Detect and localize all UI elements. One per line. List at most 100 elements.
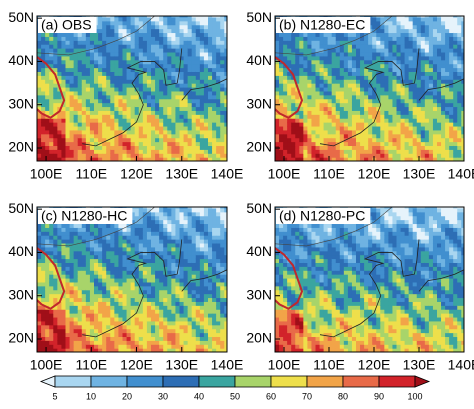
field-cell — [155, 95, 160, 99]
field-cell — [143, 40, 148, 44]
field-cell — [283, 145, 288, 149]
field-cell — [167, 21, 172, 25]
field-cell — [413, 95, 418, 99]
field-cell — [425, 75, 430, 79]
field-cell — [380, 56, 385, 60]
field-cell — [356, 64, 361, 68]
field-cell — [220, 122, 225, 126]
field-cell — [175, 32, 180, 36]
field-cell — [151, 255, 156, 259]
field-cell — [66, 274, 71, 278]
field-cell — [66, 321, 71, 325]
field-cell — [287, 87, 292, 91]
field-cell — [102, 340, 107, 344]
field-cell — [94, 126, 99, 130]
field-cell — [53, 48, 58, 52]
field-cell — [380, 142, 385, 146]
field-cell — [299, 149, 304, 153]
field-cell — [311, 106, 316, 110]
field-cell — [82, 336, 87, 340]
field-cell — [295, 149, 300, 153]
field-cell — [453, 21, 458, 25]
field-cell — [159, 40, 164, 44]
field-cell — [78, 247, 83, 251]
field-cell — [417, 21, 422, 25]
field-cell — [425, 13, 430, 17]
field-cell — [78, 286, 83, 290]
field-cell — [53, 231, 58, 235]
field-cell — [147, 309, 152, 313]
field-cell — [437, 118, 442, 122]
field-cell — [384, 32, 389, 36]
field-cell — [204, 145, 209, 149]
field-cell — [188, 103, 193, 107]
field-cell — [417, 142, 422, 146]
field-cell — [151, 227, 156, 231]
field-cell — [384, 95, 389, 99]
field-cell — [90, 325, 95, 329]
field-cell — [139, 48, 144, 52]
field-cell — [151, 344, 156, 348]
field-cell — [171, 247, 176, 251]
field-cell — [139, 344, 144, 348]
field-cell — [106, 87, 111, 91]
field-cell — [102, 48, 107, 52]
field-cell — [196, 36, 201, 40]
field-cell — [279, 75, 284, 79]
field-cell — [287, 142, 292, 146]
field-cell — [135, 52, 140, 56]
field-cell — [61, 138, 66, 142]
field-cell — [340, 126, 345, 130]
field-cell — [291, 138, 296, 142]
field-cell — [102, 239, 107, 243]
field-cell — [449, 142, 454, 146]
field-cell — [41, 130, 46, 134]
field-cell — [405, 130, 410, 134]
field-cell — [139, 138, 144, 142]
field-cell — [401, 145, 406, 149]
field-cell — [110, 243, 115, 247]
field-cell — [449, 106, 454, 110]
field-cell — [433, 29, 438, 33]
field-cell — [332, 138, 337, 142]
field-cell — [98, 114, 103, 118]
field-cell — [433, 142, 438, 146]
field-cell — [53, 294, 58, 298]
field-cell — [45, 130, 50, 134]
field-cell — [352, 145, 357, 149]
field-cell — [131, 13, 136, 17]
field-cell — [159, 36, 164, 40]
field-cell — [110, 44, 115, 48]
field-cell — [175, 204, 180, 208]
field-cell — [53, 317, 58, 321]
field-cell — [45, 294, 50, 298]
field-cell — [433, 44, 438, 48]
field-cell — [167, 309, 172, 313]
field-cell — [372, 52, 377, 56]
field-cell — [163, 301, 168, 305]
field-cell — [74, 32, 79, 36]
field-cell — [118, 336, 123, 340]
field-cell — [98, 305, 103, 309]
field-cell — [401, 25, 406, 29]
field-cell — [78, 309, 83, 313]
field-cell — [453, 114, 458, 118]
field-cell — [135, 138, 140, 142]
field-cell — [151, 220, 156, 224]
field-cell — [110, 301, 115, 305]
field-cell — [401, 52, 406, 56]
field-cell — [123, 118, 128, 122]
field-cell — [78, 118, 83, 122]
field-cell — [151, 274, 156, 278]
field-cell — [135, 13, 140, 17]
field-cell — [445, 153, 450, 157]
field-cell — [78, 87, 83, 91]
field-cell — [53, 321, 58, 325]
field-cell — [397, 110, 402, 114]
field-cell — [425, 99, 430, 103]
field-cell — [356, 52, 361, 56]
field-cell — [324, 68, 329, 72]
field-cell — [180, 71, 185, 75]
field-cell — [279, 48, 284, 52]
field-cell — [41, 95, 46, 99]
